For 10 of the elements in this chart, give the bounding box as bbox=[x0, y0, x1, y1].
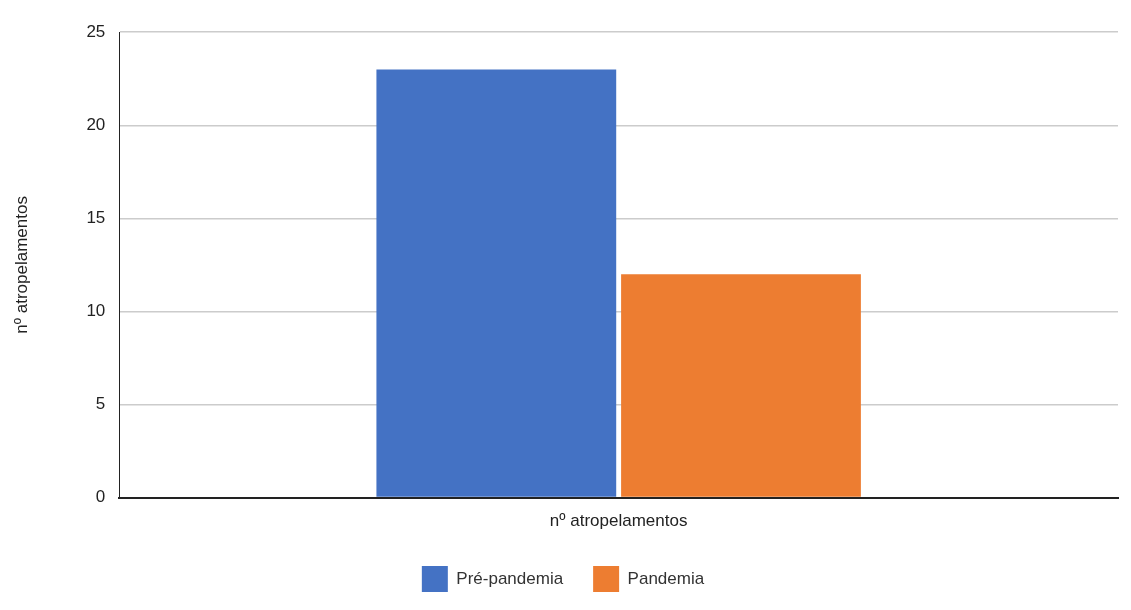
x-axis-title: nº atropelamentos bbox=[549, 511, 688, 531]
y-tick-label: 0 bbox=[95, 487, 106, 507]
y-axis-title: nº atropelamentos bbox=[11, 196, 31, 334]
y-tick-label: 15 bbox=[86, 208, 106, 228]
y-tick-label: 10 bbox=[86, 301, 106, 321]
y-tick-label: 20 bbox=[86, 114, 106, 134]
legend-label: Pandemia bbox=[627, 568, 705, 588]
legend-label: Pré-pandemia bbox=[456, 568, 564, 588]
y-tick-label: 5 bbox=[95, 394, 106, 414]
y-tick-label: 25 bbox=[86, 21, 106, 41]
